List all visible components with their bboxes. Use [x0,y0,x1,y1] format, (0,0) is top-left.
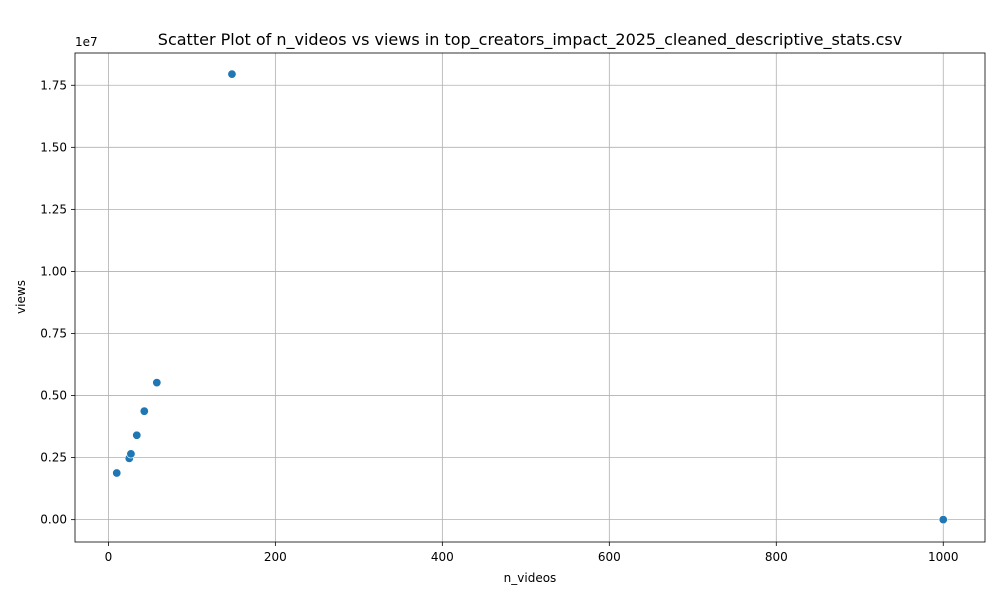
x-axis-label: n_videos [504,571,557,585]
x-tick-label: 600 [598,550,621,564]
ticks-layer: 0 200 400 600 800 1000 0.00 0.25 0.50 0.75 1.00 1.2… [40,78,958,564]
y-axis-offset-label: 1e7 [75,35,98,49]
x-tick-label: 200 [264,550,287,564]
y-tick-label: 1.25 [40,202,67,216]
y-tick-label: 1.00 [40,264,67,278]
scatter-point [126,449,136,459]
scatter-point [227,69,237,79]
x-tick-label: 400 [431,550,454,564]
y-axis-label: views [14,280,28,314]
points-layer [112,69,948,525]
x-tick-label: 0 [105,550,113,564]
y-tick-label: 0.50 [40,389,67,403]
scatter-point [132,430,142,440]
scatter-point [139,406,149,416]
scatter-point [112,468,122,478]
y-tick-label: 1.75 [40,78,67,92]
x-tick-label: 800 [765,550,788,564]
y-tick-label: 1.50 [40,140,67,154]
chart-title: Scatter Plot of n_videos vs views in top… [158,30,902,50]
y-tick-label: 0.25 [40,451,67,465]
plot-frame [74,52,986,543]
y-tick-label: 0.75 [40,326,67,340]
scatter-point [938,515,948,525]
x-tick-label: 1000 [928,550,959,564]
scatter-point [152,378,162,388]
y-tick-label: 0.00 [40,513,67,527]
grid-layer [75,53,985,542]
